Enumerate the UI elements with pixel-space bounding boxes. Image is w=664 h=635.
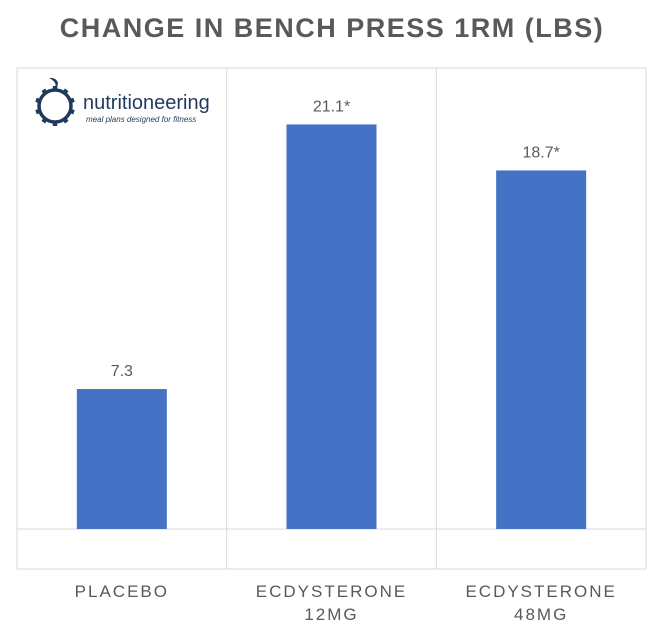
plot-border [16, 67, 647, 570]
chart-title: CHANGE IN BENCH PRESS 1RM (LBS) [60, 13, 605, 43]
logo-tagline: meal plans designed for fitness [86, 115, 196, 124]
category-labels: PLACEBO ECDYSTERONE 12MG ECDYSTERONE 48MG [75, 582, 616, 624]
logo-name: nutritioneering [83, 92, 210, 114]
bar-2 [286, 124, 377, 530]
data-label-1: 7.3 [111, 363, 133, 380]
bar-3 [496, 170, 587, 530]
bar-series [76, 124, 587, 530]
data-labels: 7.3 21.1* 18.7* [111, 98, 560, 380]
apple-gear-icon [35, 77, 75, 126]
nutritioneering-logo: nutritioneering meal plans designed for … [35, 77, 210, 126]
category-label-3: ECDYSTERONE 48MG [465, 582, 616, 624]
data-label-3: 18.7* [522, 144, 559, 161]
category-label-1: PLACEBO [75, 582, 169, 601]
category-label-2: ECDYSTERONE 12MG [256, 582, 407, 624]
data-label-2: 21.1* [313, 98, 350, 115]
bar-1 [76, 389, 167, 529]
